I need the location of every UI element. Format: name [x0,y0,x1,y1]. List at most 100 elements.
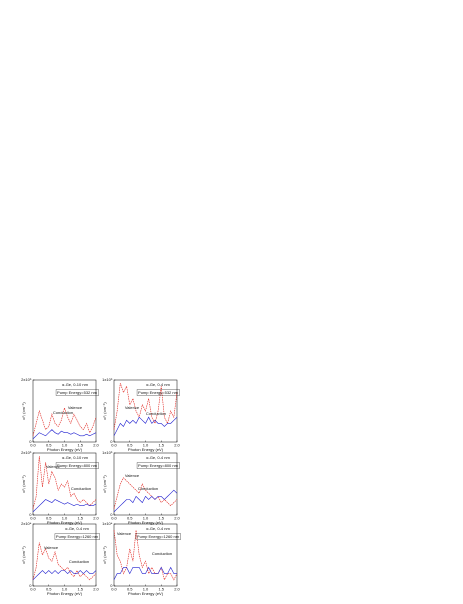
y-tick-label: 1x10⁵ [102,377,113,382]
y-axis-label: α⁰ᵣ (cm⁻¹) [102,475,107,493]
x-tick-label: 2.0 [93,443,99,448]
x-tick-label: 1.5 [77,443,83,448]
annotation: Conduction [138,486,158,491]
x-tick-label: 0.0 [30,443,36,448]
y-tick-label: 1x10⁵ [102,450,113,455]
panel: 0.0 0.5 1.0 1.5 2.0 0 2x10⁵ Photon Energy (eV) α… [21,377,99,452]
annotation-box [55,389,99,396]
series-line [32,406,97,436]
annotation: α-Ge, 0-4 nm [146,455,170,460]
annotation: Valence [68,405,83,410]
annotation: α-Ge, 0-4 nm [146,526,170,531]
x-tick-label: 1.0 [143,587,149,592]
annotation-box [55,462,99,469]
x-tick-label: 0.5 [127,516,133,521]
x-axis-label: Photon Energy (eV) [47,591,83,596]
series-line [32,499,97,513]
annotation-box [136,462,180,469]
x-tick-label: 1.5 [77,516,83,521]
annotation: Conduction [53,410,73,415]
x-axis-label: Photon Energy (eV) [47,520,83,525]
annotation: Pump Energy=1260 nm [56,534,99,539]
y-tick-label: 0 [110,512,113,517]
annotation: Valence [125,405,140,410]
series-line [113,489,178,513]
y-axis-label: α⁰ᵣ (cm⁻¹) [21,475,26,493]
x-axis-label: Photon Energy (eV) [128,447,164,452]
y-axis-label: α⁰ᵣ (cm⁻¹) [102,546,107,564]
annotation: Conduction [152,551,172,556]
y-tick-label: 0 [110,583,113,588]
annotation: Pump Energy=800 nm [138,463,179,468]
y-axis-label: α⁰ᵣ (cm⁻¹) [21,402,26,420]
y-axis-label: α⁰ᵣ (cm⁻¹) [102,402,107,420]
x-axis-label: Photon Energy (eV) [128,591,164,596]
series-line [113,383,178,430]
x-tick-label: 1.0 [143,443,149,448]
annotation: Conduction [71,486,91,491]
y-tick-label: 2x10⁵ [21,450,32,455]
annotation: Valence [44,545,59,550]
y-tick-label: 1x10⁴ [102,521,113,526]
x-tick-label: 0.5 [46,516,52,521]
y-tick-label: 0 [29,583,32,588]
annotation: Pump Energy=532 nm [138,390,179,395]
x-tick-label: 0.0 [111,587,117,592]
annotation: Pump Energy=1260 nm [137,534,180,539]
annotation: Valence [46,464,61,469]
panel: 0.0 0.5 1.0 1.5 2.0 0 1x10⁵ Photon Energy (eV) α… [102,450,180,525]
panel: 0.0 0.5 1.0 1.5 2.0 0 1x10⁵ Photon Energy (eV) α… [102,377,180,452]
x-tick-label: 2.0 [174,516,180,521]
x-tick-label: 0.5 [127,443,133,448]
annotation: α-Ge, 0-4 nm [65,526,89,531]
y-tick-label: 0 [29,439,32,444]
series-line [113,530,178,581]
x-tick-label: 1.0 [62,587,68,592]
annotation: Valence [117,531,132,536]
annotation-box [54,533,100,540]
x-tick-label: 0.0 [111,516,117,521]
annotation: Conduction [69,559,89,564]
x-tick-label: 1.0 [143,516,149,521]
series-line [113,416,178,436]
x-tick-label: 0.0 [30,516,36,521]
series-line [32,429,97,440]
x-tick-label: 0.5 [127,587,133,592]
annotation: α-Ge, 0-4 nm [146,382,170,387]
annotation-box [135,533,181,540]
x-tick-label: 1.0 [62,443,68,448]
x-tick-label: 0.5 [46,443,52,448]
y-tick-label: 2x10⁵ [21,377,32,382]
annotation: α-Ge, 0-10 nm [62,382,89,387]
series-line [113,566,177,580]
x-tick-label: 1.5 [158,443,164,448]
x-tick-label: 2.0 [93,516,99,521]
x-tick-label: 1.5 [77,587,83,592]
y-tick-label: 0 [29,512,32,517]
series-line [32,542,97,581]
annotation: Pump Energy=532 nm [57,390,98,395]
x-tick-label: 0.5 [46,587,52,592]
x-tick-label: 1.5 [158,587,164,592]
x-tick-label: 1.5 [158,516,164,521]
x-tick-label: 2.0 [174,587,180,592]
annotation: Conduction [146,411,166,416]
x-axis-label: Photon Energy (eV) [47,447,83,452]
y-tick-label: 0 [110,439,113,444]
annotation: α-Ge, 0-10 nm [62,455,89,460]
x-tick-label: 0.0 [111,443,117,448]
x-tick-label: 2.0 [93,587,99,592]
y-tick-label: 2x10⁴ [21,521,32,526]
x-axis-label: Photon Energy (eV) [128,520,164,525]
annotation-box [136,389,180,396]
y-axis-label: α⁰ᵣ (cm⁻¹) [21,546,26,564]
x-tick-label: 2.0 [174,443,180,448]
series-line [32,570,97,581]
annotation: Valence [125,473,140,478]
annotation: Pump Energy=800 nm [57,463,98,468]
series-line [113,477,178,509]
panel: 0.0 0.5 1.0 1.5 2.0 0 2x10⁵ Photon Energy (eV) α… [21,450,99,525]
